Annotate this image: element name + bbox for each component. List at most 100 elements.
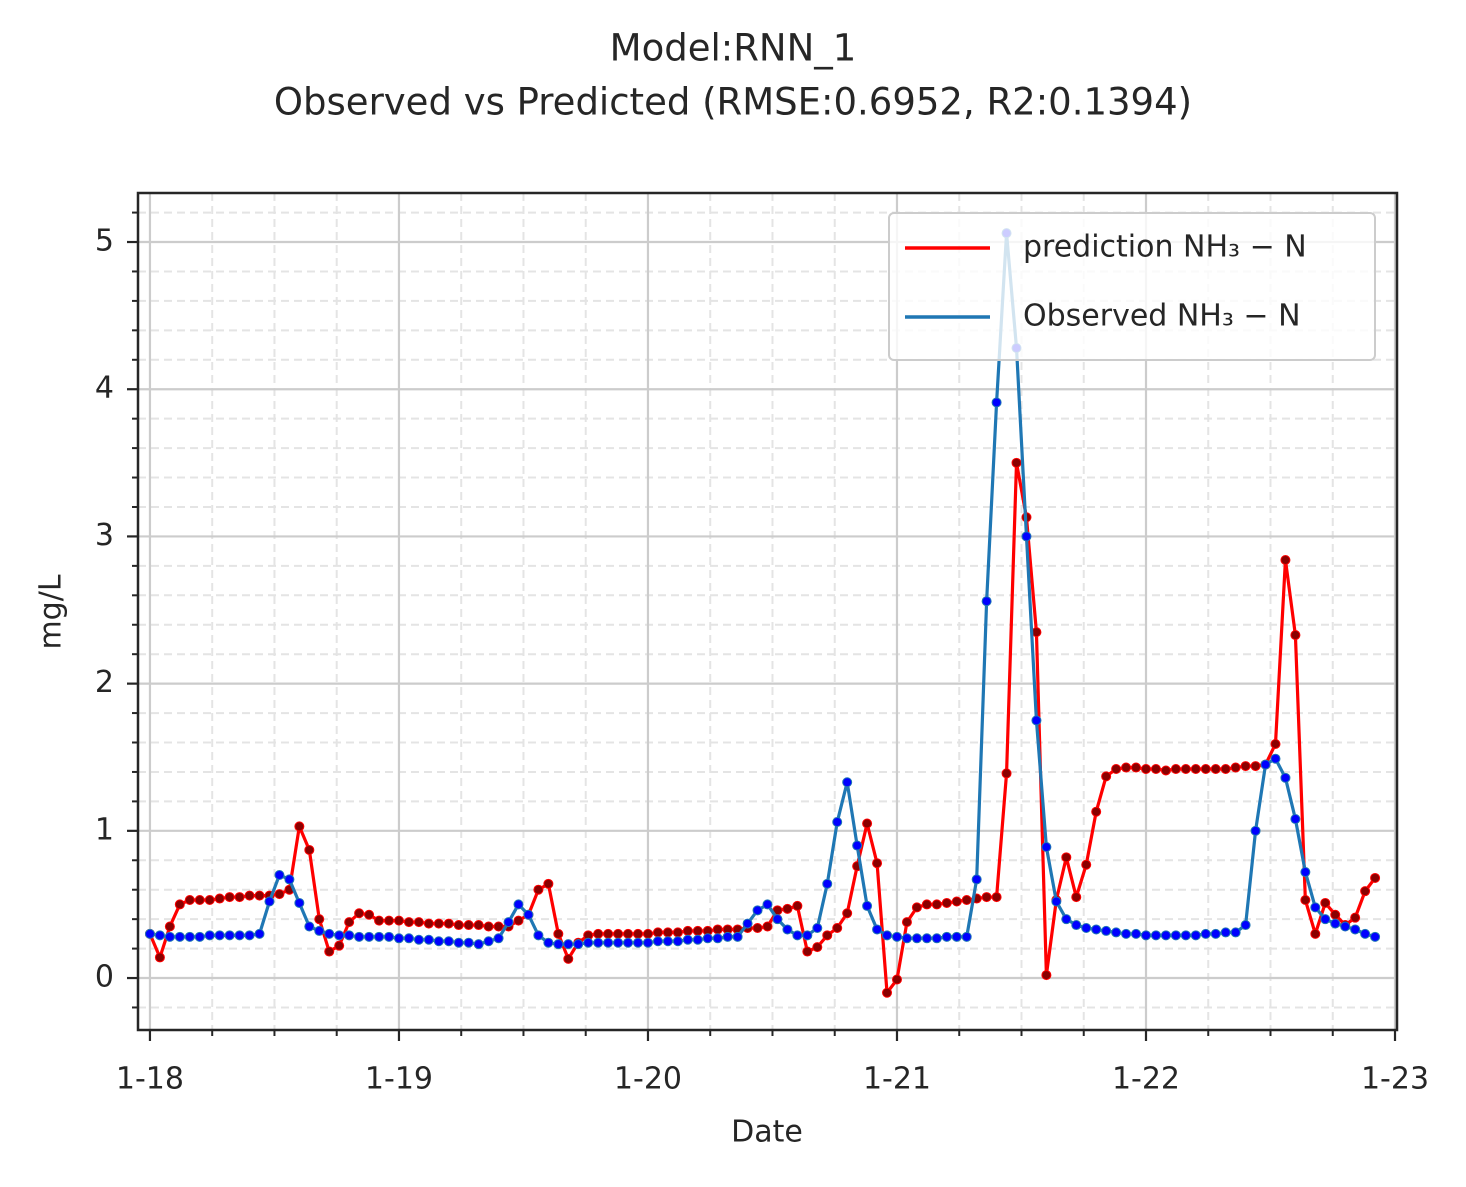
data-point bbox=[423, 934, 434, 945]
data-point bbox=[344, 930, 355, 941]
data-point bbox=[901, 933, 912, 944]
data-point bbox=[493, 921, 504, 932]
data-point bbox=[354, 931, 365, 942]
data-point bbox=[1121, 928, 1132, 939]
x-tick-label: 1-21 bbox=[863, 1062, 931, 1097]
data-point bbox=[334, 940, 345, 951]
data-point bbox=[692, 934, 703, 945]
data-point bbox=[1131, 762, 1142, 773]
data-point bbox=[1160, 930, 1171, 941]
data-point bbox=[613, 937, 624, 948]
data-point bbox=[1290, 814, 1301, 825]
data-point bbox=[224, 930, 235, 941]
data-point bbox=[652, 936, 663, 947]
data-point bbox=[1101, 771, 1112, 782]
data-point bbox=[782, 924, 793, 935]
ticks: 0 1 2 3 4 5 1-18 1-19 1-20 1-21 1-22 1-23 bbox=[95, 211, 1429, 1097]
data-point bbox=[782, 903, 793, 914]
data-point bbox=[443, 936, 454, 947]
data-point bbox=[1170, 930, 1181, 941]
data-point bbox=[194, 931, 205, 942]
data-point bbox=[1031, 715, 1042, 726]
x-tick-label: 1-23 bbox=[1361, 1062, 1429, 1097]
data-point bbox=[951, 931, 962, 942]
data-point bbox=[463, 920, 474, 931]
data-point bbox=[682, 925, 693, 936]
data-point bbox=[154, 930, 165, 941]
data-point bbox=[1140, 764, 1151, 775]
data-point bbox=[842, 777, 853, 788]
data-point bbox=[1280, 554, 1291, 565]
data-point bbox=[1131, 928, 1142, 939]
data-point bbox=[374, 915, 385, 926]
data-point bbox=[901, 917, 912, 928]
data-point bbox=[832, 922, 843, 933]
data-point bbox=[214, 893, 225, 904]
data-point bbox=[1210, 764, 1221, 775]
data-point bbox=[613, 928, 624, 939]
data-point bbox=[393, 915, 404, 926]
data-point bbox=[1350, 912, 1361, 923]
data-point bbox=[1071, 920, 1082, 931]
data-point bbox=[1011, 457, 1022, 468]
data-point bbox=[1121, 762, 1132, 773]
data-point bbox=[334, 930, 345, 941]
data-point bbox=[882, 987, 893, 998]
data-point bbox=[553, 939, 564, 950]
data-point bbox=[164, 931, 175, 942]
data-point bbox=[1250, 761, 1261, 772]
data-point bbox=[433, 918, 444, 929]
data-point bbox=[603, 928, 614, 939]
data-point bbox=[762, 899, 773, 910]
data-point bbox=[344, 917, 355, 928]
data-point bbox=[1210, 928, 1221, 939]
data-point bbox=[1170, 764, 1181, 775]
data-point bbox=[961, 895, 972, 906]
data-point bbox=[204, 895, 215, 906]
data-point bbox=[154, 952, 165, 963]
data-point bbox=[812, 922, 823, 933]
data-point bbox=[1340, 921, 1351, 932]
data-point bbox=[991, 397, 1002, 408]
data-point bbox=[931, 899, 942, 910]
data-point bbox=[573, 939, 584, 950]
data-point bbox=[1270, 753, 1281, 764]
data-point bbox=[662, 936, 673, 947]
data-point bbox=[254, 890, 265, 901]
data-point bbox=[194, 895, 205, 906]
data-point bbox=[503, 917, 514, 928]
data-point bbox=[1190, 764, 1201, 775]
data-point bbox=[911, 933, 922, 944]
data-point bbox=[234, 892, 245, 903]
legend-box bbox=[888, 212, 1376, 361]
data-point bbox=[742, 918, 753, 929]
data-point bbox=[264, 896, 275, 907]
data-point bbox=[991, 892, 1002, 903]
data-point bbox=[453, 937, 464, 948]
data-point bbox=[772, 914, 783, 925]
x-axis-label: Date bbox=[731, 1115, 803, 1150]
data-point bbox=[1320, 914, 1331, 925]
data-point bbox=[1230, 927, 1241, 938]
data-point bbox=[593, 937, 604, 948]
data-point bbox=[872, 858, 883, 869]
data-point bbox=[144, 928, 155, 939]
data-point bbox=[642, 937, 653, 948]
data-point bbox=[842, 908, 853, 919]
data-point bbox=[1140, 930, 1151, 941]
data-point bbox=[1091, 806, 1102, 817]
y-tick-label: 5 bbox=[95, 224, 114, 259]
data-point bbox=[672, 927, 683, 938]
data-point bbox=[1061, 852, 1072, 863]
data-point bbox=[593, 928, 604, 939]
data-point bbox=[294, 897, 305, 908]
data-point bbox=[314, 925, 325, 936]
data-point bbox=[1200, 928, 1211, 939]
data-point bbox=[1190, 930, 1201, 941]
data-point bbox=[1360, 886, 1371, 897]
data-point bbox=[1270, 738, 1281, 749]
data-point bbox=[623, 937, 634, 948]
data-point bbox=[274, 889, 285, 900]
data-point bbox=[533, 930, 544, 941]
data-point bbox=[553, 928, 564, 939]
